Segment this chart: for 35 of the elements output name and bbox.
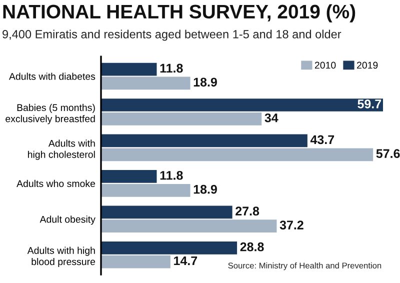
- y-tick-label: Adult obesity: [40, 216, 96, 225]
- legend-label: 2019: [357, 62, 378, 69]
- bar: [101, 184, 190, 197]
- bar: [101, 112, 262, 126]
- annotation: Source: Ministry of Health and Prevention: [228, 262, 382, 270]
- data-label: 14.7: [174, 256, 198, 266]
- chart-title: NATIONAL HEALTH SURVEY, 2019 (%): [3, 4, 356, 22]
- data-label: 37.2: [280, 220, 304, 230]
- data-label: 57.6: [376, 149, 400, 158]
- y-tick-label: Adults with high blood pressure: [27, 246, 96, 268]
- data-label: 59.7: [358, 100, 382, 108]
- y-tick-label: Babies (5 months) exclusively breastfed: [6, 104, 95, 124]
- bar: [101, 62, 157, 76]
- y-tick-label: Adults with diabetes: [9, 72, 96, 80]
- bar: [101, 206, 232, 219]
- chart-subtitle: 9,400 Emiratis and residents aged between 1-5 and 18 and older: [2, 30, 342, 41]
- bar: [101, 98, 383, 112]
- data-label: 27.8: [236, 206, 260, 216]
- bar: [101, 76, 190, 90]
- bar: [101, 148, 374, 162]
- data-label: 11.8: [160, 64, 183, 73]
- y-tick-label: Adults who smoke: [16, 180, 96, 188]
- legend-label: 2010: [314, 62, 336, 69]
- bar: [101, 241, 238, 254]
- data-label: 18.9: [194, 78, 217, 87]
- bar: [101, 170, 157, 183]
- bar: [101, 255, 170, 268]
- y-tick-label: Adults with high cholesterol: [28, 140, 95, 160]
- data-label: 34: [264, 113, 278, 122]
- bar: [101, 220, 277, 233]
- data-label: 43.7: [310, 135, 334, 144]
- data-label: 18.9: [194, 184, 217, 194]
- data-label: 28.8: [240, 242, 264, 252]
- data-label: 11.8: [160, 170, 183, 180]
- bar: [101, 134, 308, 148]
